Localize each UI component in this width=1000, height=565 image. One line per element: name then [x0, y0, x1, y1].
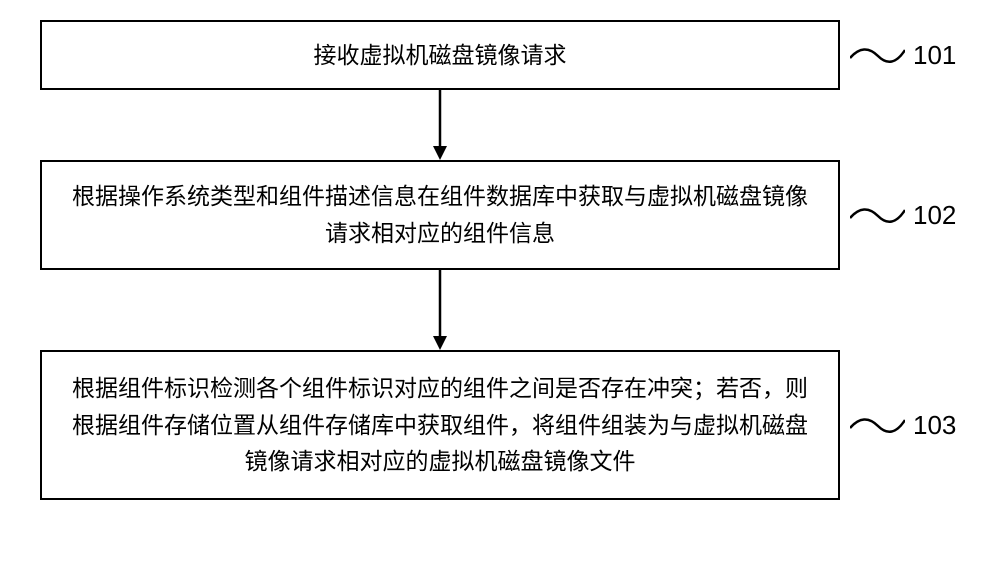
- flow-arrow: [40, 270, 840, 350]
- wave-connector-icon: [850, 410, 905, 440]
- flow-step: 根据操作系统类型和组件描述信息在组件数据库中获取与虚拟机磁盘镜像请求相对应的组件…: [40, 160, 960, 270]
- wave-connector-icon: [850, 40, 905, 70]
- step-label-col: 102: [850, 200, 956, 231]
- wave-connector-icon: [850, 200, 905, 230]
- step-box-1: 接收虚拟机磁盘镜像请求: [40, 20, 840, 90]
- step-label-col: 103: [850, 410, 956, 441]
- flow-step: 根据组件标识检测各个组件标识对应的组件之间是否存在冲突；若否，则根据组件存储位置…: [40, 350, 960, 500]
- step-text-2: 根据操作系统类型和组件描述信息在组件数据库中获取与虚拟机磁盘镜像请求相对应的组件…: [62, 178, 818, 252]
- step-text-1: 接收虚拟机磁盘镜像请求: [314, 37, 567, 74]
- step-box-3: 根据组件标识检测各个组件标识对应的组件之间是否存在冲突；若否，则根据组件存储位置…: [40, 350, 840, 500]
- step-text-3: 根据组件标识检测各个组件标识对应的组件之间是否存在冲突；若否，则根据组件存储位置…: [62, 370, 818, 480]
- step-label-col: 101: [850, 40, 956, 71]
- step-id-label: 103: [913, 410, 956, 441]
- flow-arrow: [40, 90, 840, 160]
- arrow-down-icon: [430, 90, 450, 160]
- step-box-2: 根据操作系统类型和组件描述信息在组件数据库中获取与虚拟机磁盘镜像请求相对应的组件…: [40, 160, 840, 270]
- arrow-down-icon: [430, 270, 450, 350]
- flowchart-container: 接收虚拟机磁盘镜像请求 101 根据操作系统类型和组件描述信息在组件数据库中获取…: [40, 20, 960, 500]
- step-id-label: 101: [913, 40, 956, 71]
- step-id-label: 102: [913, 200, 956, 231]
- flow-step: 接收虚拟机磁盘镜像请求 101: [40, 20, 960, 90]
